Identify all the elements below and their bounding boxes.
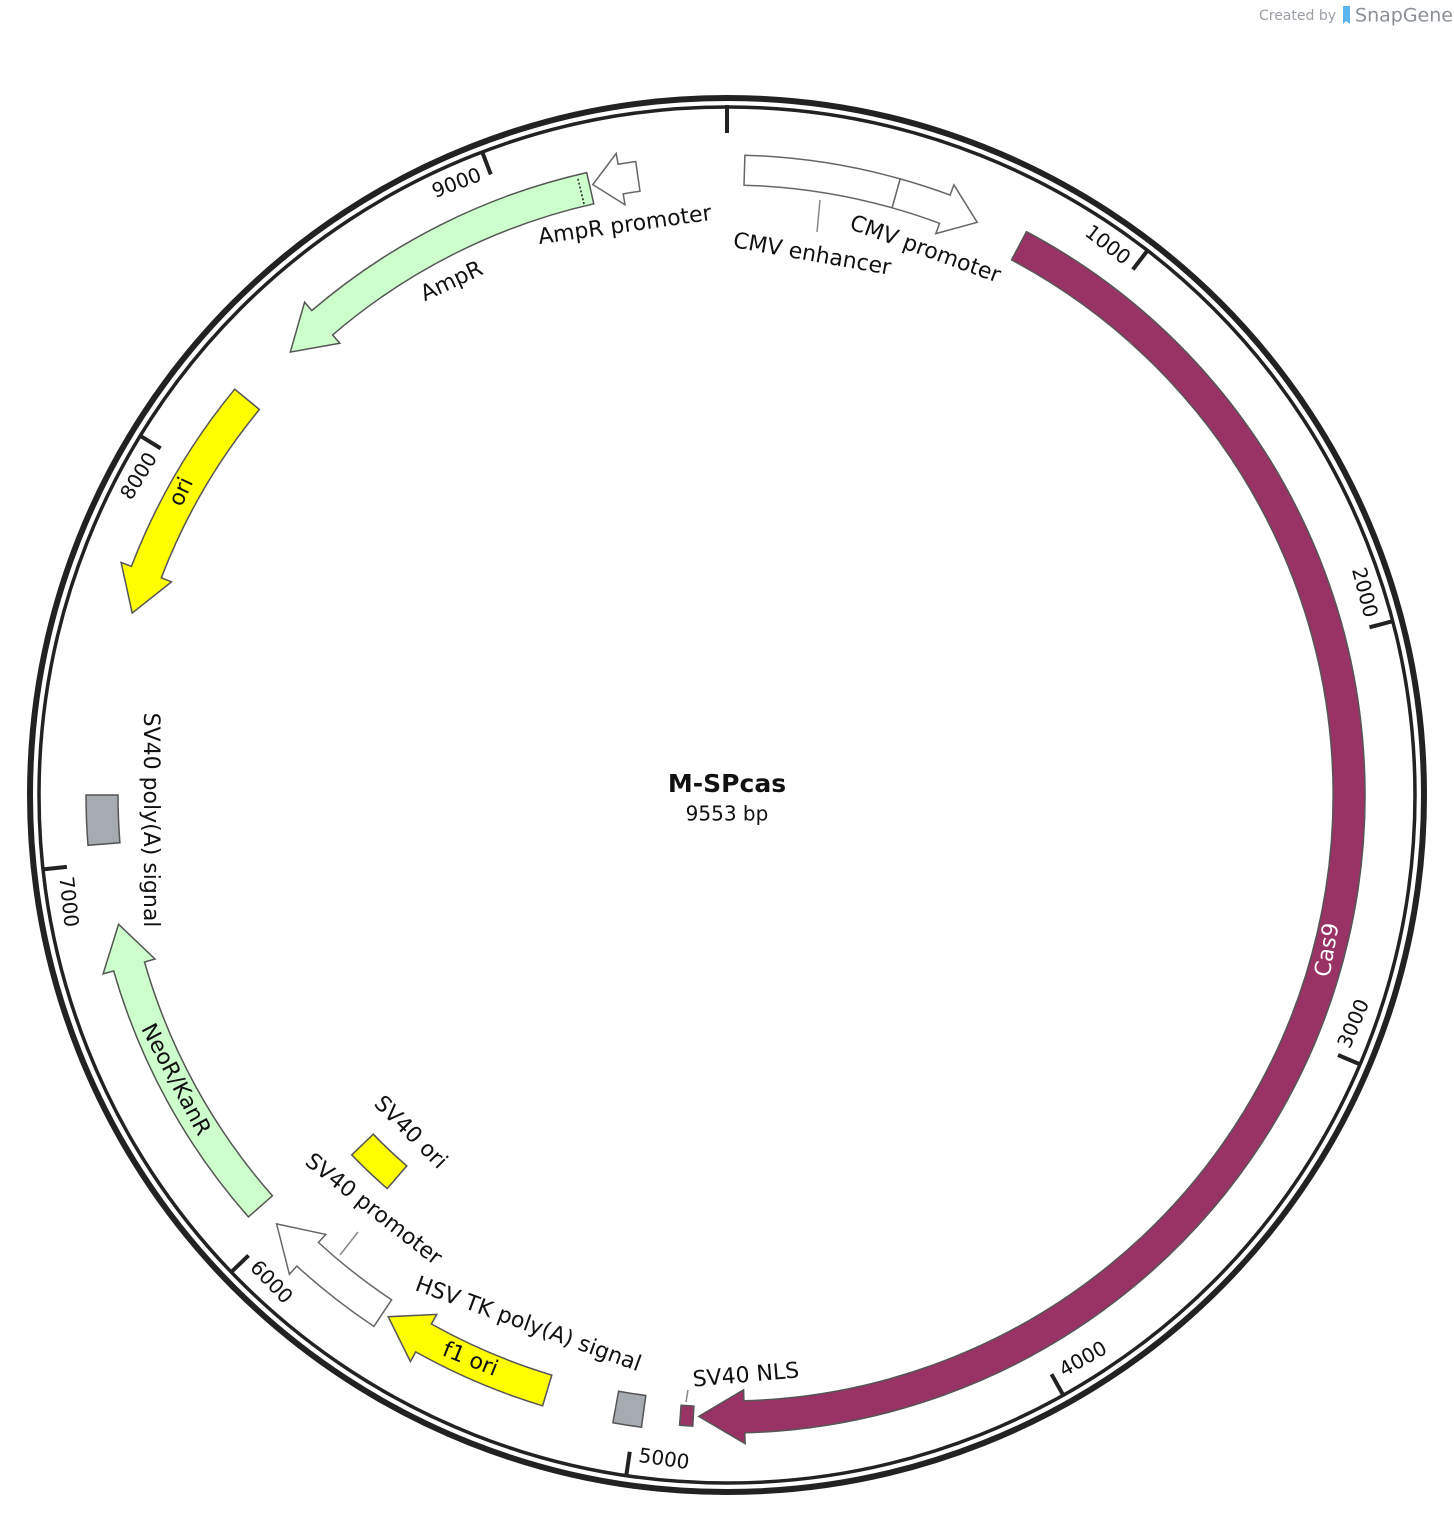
feature: [120, 388, 261, 615]
tick: [139, 434, 162, 451]
label-leader: [816, 199, 821, 233]
feature: [387, 1313, 553, 1407]
feature: [85, 794, 121, 847]
tick: [229, 1253, 250, 1274]
feature: [591, 151, 641, 207]
feature-label: NeoR/KanR: [136, 1020, 216, 1140]
feature: [101, 922, 274, 1218]
tick: [1337, 1053, 1361, 1067]
feature: [275, 1222, 393, 1328]
feature: [697, 230, 1366, 1446]
tick: [1131, 249, 1150, 271]
feature: [743, 154, 902, 209]
feature: [350, 1133, 408, 1190]
feature: [891, 177, 979, 235]
backbone-outer: [27, 95, 1427, 1495]
tick: [480, 151, 493, 176]
logo-prefix: Created by: [1259, 8, 1336, 24]
tick-label: 8000: [115, 448, 162, 504]
plasmid-size: 9553 bp: [686, 802, 769, 826]
logo-brand: SnapGene: [1355, 5, 1453, 27]
tick-label: 7000: [54, 875, 83, 928]
feature: [289, 171, 595, 354]
tick: [42, 864, 68, 872]
plasmid-name: M-SPcas: [668, 769, 786, 798]
tick: [1368, 619, 1394, 630]
feature: [678, 1404, 695, 1427]
tick: [624, 1451, 632, 1476]
tick-label: 4000: [1055, 1336, 1111, 1382]
feature-label: SV40 NLS: [692, 1358, 800, 1392]
tick-label: 5000: [637, 1443, 691, 1474]
logo-icon: [1343, 6, 1350, 24]
feature-label: SV40 poly(A) signal: [138, 713, 163, 928]
tick: [1049, 1373, 1066, 1397]
label-leader: [339, 1231, 359, 1256]
feature: [612, 1390, 647, 1429]
tick-label: 9000: [428, 162, 484, 203]
feature-boundary: [576, 176, 585, 205]
label-leader: [685, 1389, 689, 1403]
